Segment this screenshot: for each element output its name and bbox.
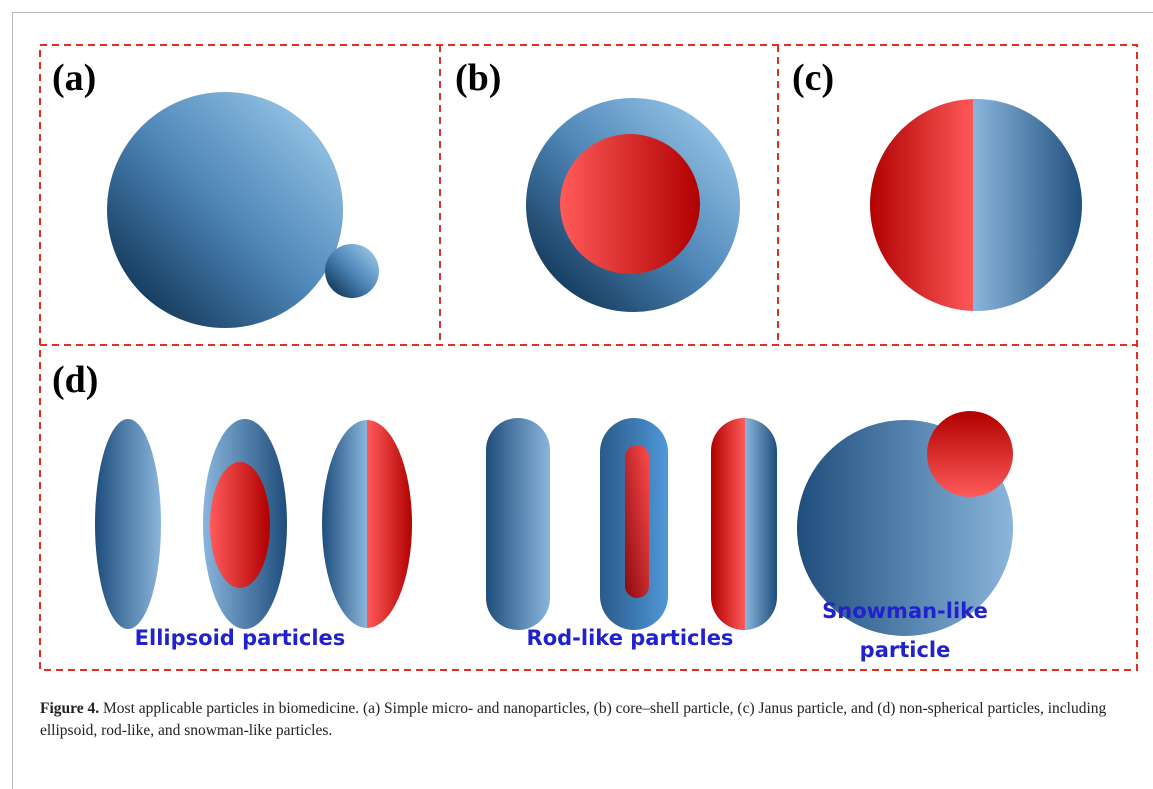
ellipsoid — [95, 419, 161, 629]
janus-rod — [711, 418, 777, 630]
caption-text: Most applicable particles in biomedicine… — [40, 700, 1106, 739]
group-label: Ellipsoid particles — [135, 626, 346, 650]
microparticle — [107, 92, 343, 328]
group-label: particle — [860, 638, 951, 662]
group-label: Rod-like particles — [527, 626, 734, 650]
rod — [486, 418, 550, 630]
panel-label: (a) — [52, 57, 96, 99]
panel-label: (d) — [52, 359, 98, 401]
caption: Figure 4. Most applicable particles in b… — [40, 698, 1135, 742]
janus-particle — [868, 98, 1085, 314]
panel-label: (b) — [455, 57, 501, 99]
ellipsoid-core — [210, 462, 270, 588]
rod-core — [625, 445, 649, 598]
nanoparticle — [325, 244, 379, 298]
caption-label: Figure 4. — [40, 700, 99, 717]
page: (a) (b) (c) (d) Ellipsoid particles Rod-… — [0, 0, 1153, 789]
figure: (a) (b) (c) (d) Ellipsoid particles Rod-… — [0, 0, 1153, 690]
snowman-head — [927, 411, 1013, 497]
group-label: Snowman-like — [822, 599, 988, 623]
janus-ellipsoid — [322, 418, 413, 630]
core — [560, 134, 700, 274]
panel-label: (c) — [792, 57, 834, 99]
